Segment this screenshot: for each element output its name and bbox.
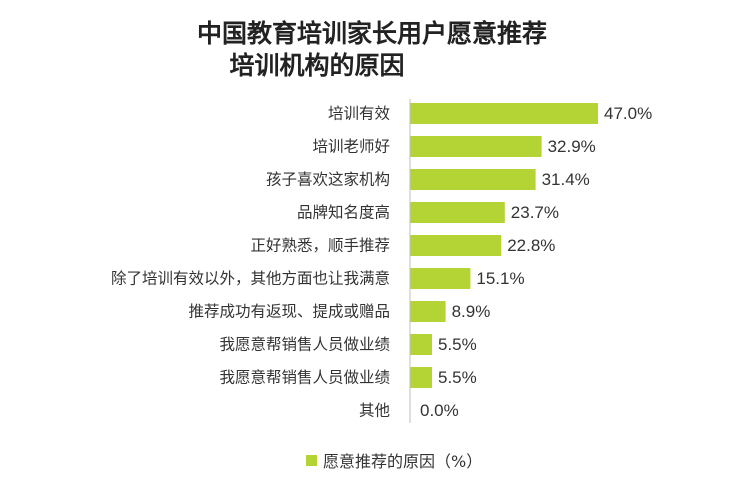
- category-label-8: 我愿意帮销售人员做业绩: [219, 368, 390, 387]
- value-label-1: 32.9%: [548, 137, 596, 156]
- value-label-2: 31.4%: [542, 170, 590, 189]
- bar-2: [410, 169, 536, 190]
- value-label-9: 0.0%: [420, 401, 459, 420]
- bar-4: [410, 235, 502, 256]
- category-label-7: 我愿意帮销售人员做业绩: [219, 335, 390, 354]
- value-label-5: 15.1%: [476, 269, 524, 288]
- category-labels: 培训有效培训老师好孩子喜欢这家机构品牌知名度高正好熟悉，顺手推荐除了培训有效以外…: [111, 105, 390, 420]
- category-label-2: 孩子喜欢这家机构: [266, 171, 390, 189]
- category-label-5: 除了培训有效以外，其他方面也让我满意: [111, 269, 390, 288]
- bar-3: [410, 202, 505, 223]
- chart-title-line-2: 培训机构的原因: [229, 51, 405, 80]
- bar-1: [410, 136, 542, 157]
- bar-0: [410, 103, 598, 124]
- chart-title-line-1: 中国教育培训家长用户愿意推荐: [196, 19, 547, 48]
- bar-7: [410, 334, 432, 355]
- legend-label: 愿意推荐的原因（%）: [323, 452, 483, 471]
- value-label-4: 22.8%: [507, 236, 555, 255]
- category-label-4: 正好熟悉，顺手推荐: [250, 237, 390, 255]
- legend-swatch: [306, 454, 317, 466]
- legend: 愿意推荐的原因（%）: [306, 447, 482, 473]
- chart-title: 中国教育培训家长用户愿意推荐 培训机构的原因: [0, 18, 744, 82]
- value-label-6: 8.9%: [452, 302, 491, 321]
- bar-6: [410, 301, 446, 322]
- value-labels: 47.0% 32.9% 31.4% 23.7% 22.8% 15.1% 8.9% 5.5% 5.…: [420, 104, 652, 420]
- value-label-3: 23.7%: [511, 203, 559, 222]
- bar-5: [410, 268, 471, 289]
- category-label-6: 推荐成功有返现、提成或赠品: [188, 303, 390, 321]
- category-label-1: 培训老师好: [312, 138, 390, 156]
- category-label-0: 培训有效: [328, 105, 390, 123]
- value-label-7: 5.5%: [438, 335, 477, 354]
- value-label-0: 47.0%: [604, 104, 652, 123]
- category-label-9: 其他: [359, 402, 390, 420]
- value-label-8: 5.5%: [438, 368, 477, 387]
- category-label-3: 品牌知名度高: [297, 204, 390, 222]
- bars-layer: [410, 103, 598, 388]
- bar-8: [410, 367, 432, 388]
